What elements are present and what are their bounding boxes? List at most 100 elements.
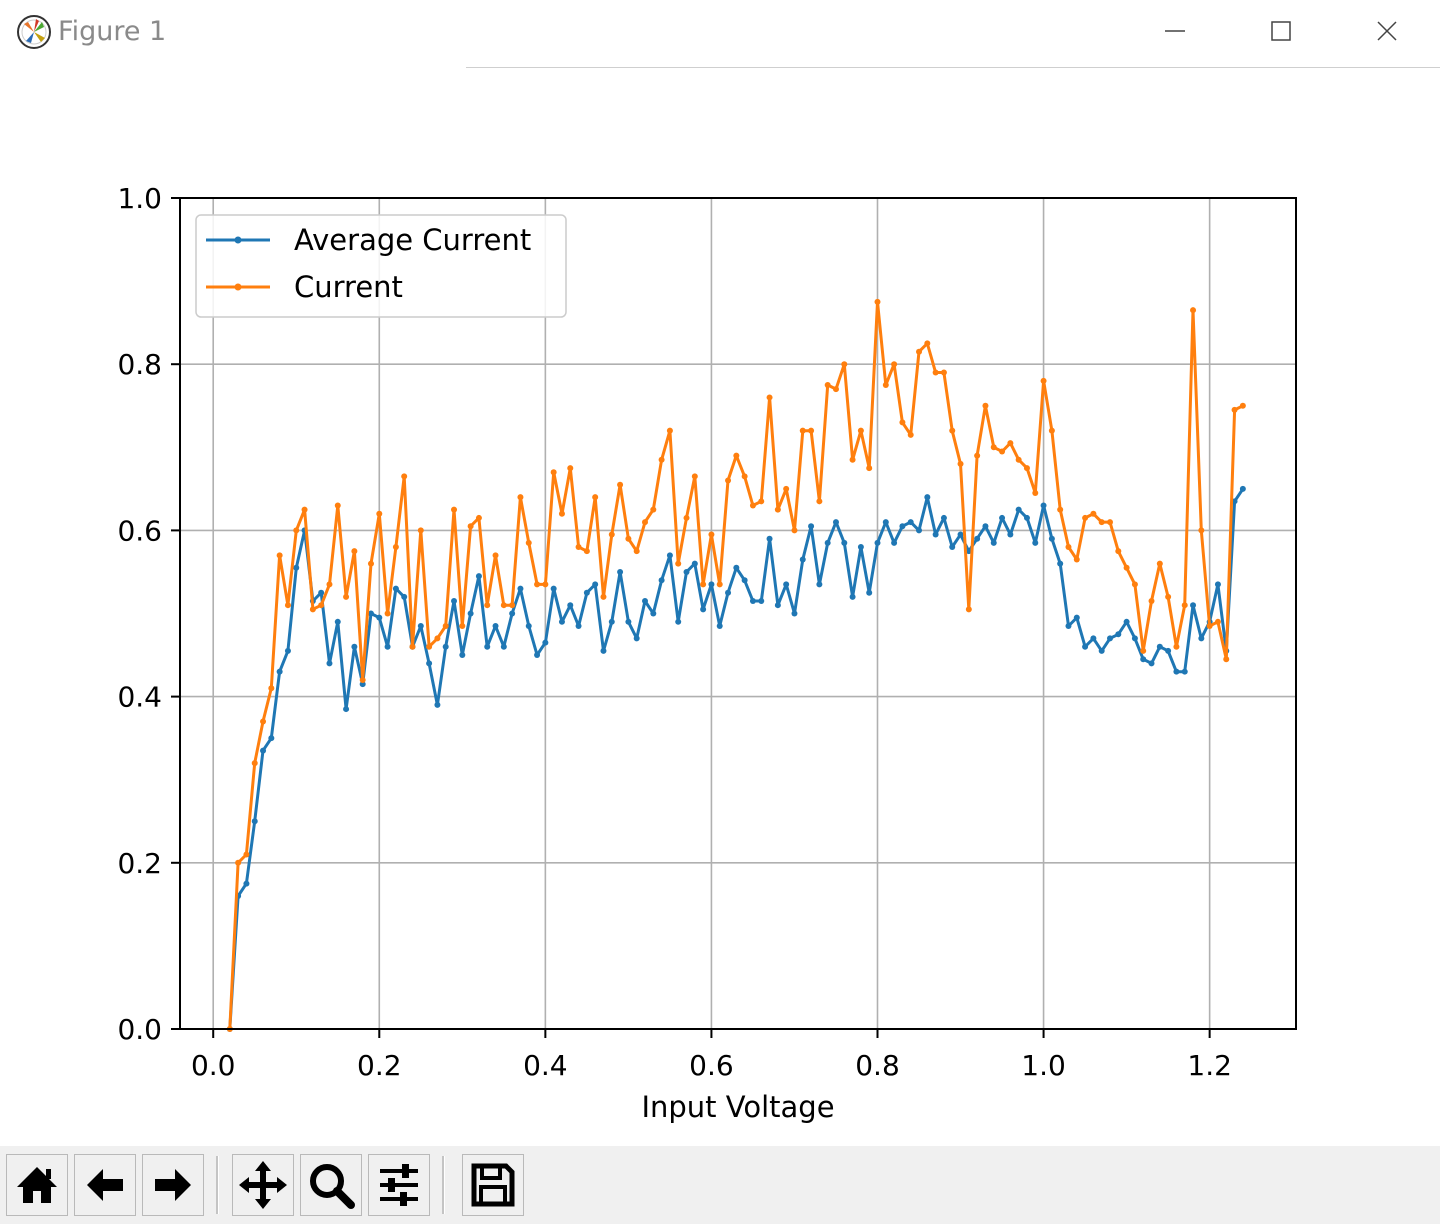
data-point — [1173, 668, 1180, 675]
data-point — [857, 544, 864, 551]
data-point — [1065, 544, 1072, 551]
data-point — [799, 427, 806, 434]
data-point — [276, 552, 283, 559]
data-point — [409, 643, 416, 650]
back-button[interactable] — [74, 1154, 136, 1216]
data-point — [949, 544, 956, 551]
data-point — [824, 539, 831, 546]
data-point — [268, 735, 275, 742]
data-point — [882, 381, 889, 388]
data-point — [243, 880, 250, 887]
data-point — [783, 581, 790, 588]
data-point — [351, 548, 358, 555]
x-tick-label: 0.0 — [191, 1049, 236, 1082]
data-point — [260, 747, 267, 754]
data-point — [1198, 527, 1205, 534]
data-point — [575, 544, 582, 551]
data-point — [500, 602, 507, 609]
x-tick-label: 0.4 — [523, 1049, 568, 1082]
save-button[interactable] — [462, 1154, 524, 1216]
data-point — [451, 506, 458, 513]
data-point — [1181, 668, 1188, 675]
data-point — [1231, 406, 1238, 413]
data-point — [442, 622, 449, 629]
minimize-button[interactable] — [1122, 0, 1228, 62]
y-tick-label: 0.0 — [117, 1013, 162, 1046]
data-point — [625, 535, 632, 542]
legend-marker-0 — [234, 236, 242, 244]
data-point — [625, 618, 632, 625]
data-point — [1098, 647, 1105, 654]
data-point — [716, 581, 723, 588]
data-point — [749, 598, 756, 605]
data-point — [401, 473, 408, 480]
title-divider — [466, 67, 1440, 68]
data-point — [359, 676, 366, 683]
home-button[interactable] — [6, 1154, 68, 1216]
configure-subplots-button[interactable] — [368, 1154, 430, 1216]
figure-canvas[interactable]: 0.0 0.2 0.4 0.6 0.8 1.0 1.2 0.0 0.2 0.4 0.6 0.8 1.0 I… — [0, 68, 1440, 1146]
data-point — [1107, 635, 1113, 642]
data-point — [1032, 490, 1039, 497]
data-point — [907, 519, 914, 526]
forward-button[interactable] — [142, 1154, 204, 1216]
data-point — [1015, 506, 1022, 513]
data-point — [467, 610, 474, 617]
data-point — [1057, 560, 1064, 567]
data-point — [575, 622, 582, 629]
maximize-button[interactable] — [1228, 0, 1334, 62]
data-point — [1082, 514, 1089, 521]
zoom-button[interactable] — [300, 1154, 362, 1216]
data-point — [824, 381, 831, 388]
data-point — [783, 485, 790, 492]
data-point — [725, 589, 732, 596]
data-point — [982, 402, 989, 409]
data-point — [617, 568, 624, 575]
data-point — [1131, 635, 1138, 642]
data-point — [268, 685, 275, 692]
data-point — [1190, 307, 1197, 314]
data-point — [434, 635, 441, 642]
data-point — [1032, 539, 1039, 546]
data-point — [891, 361, 898, 368]
data-point — [426, 660, 433, 667]
data-point — [691, 560, 698, 567]
data-point — [558, 618, 565, 625]
data-point — [309, 606, 316, 613]
y-tick-label: 0.8 — [117, 348, 162, 381]
data-point — [326, 660, 333, 667]
data-point — [367, 610, 374, 617]
data-point — [924, 340, 931, 347]
data-point — [899, 419, 906, 426]
data-point — [558, 510, 565, 517]
data-point — [434, 701, 441, 708]
data-point — [675, 618, 682, 625]
close-button[interactable] — [1334, 0, 1440, 62]
data-point — [1148, 598, 1155, 605]
data-point — [1123, 564, 1130, 571]
data-point — [1214, 618, 1221, 625]
y-tick-label: 1.0 — [117, 182, 162, 215]
line-chart[interactable]: 0.0 0.2 0.4 0.6 0.8 1.0 1.2 0.0 0.2 0.4 0.6 0.8 1.0 I… — [0, 68, 1440, 1146]
data-point — [1223, 656, 1230, 663]
data-point — [235, 859, 242, 866]
x-tick-label: 0.6 — [689, 1049, 734, 1082]
data-point — [1090, 510, 1097, 517]
data-point — [791, 610, 798, 617]
data-point — [949, 427, 956, 434]
y-tick-label: 0.6 — [117, 514, 162, 547]
data-point — [633, 548, 640, 555]
data-point — [816, 498, 823, 505]
data-point — [583, 589, 590, 596]
pan-button[interactable] — [232, 1154, 294, 1216]
data-point — [426, 643, 433, 650]
data-point — [808, 427, 815, 434]
data-point — [758, 598, 765, 605]
data-point — [392, 544, 399, 551]
data-point — [1190, 602, 1197, 609]
close-icon — [1377, 21, 1397, 41]
x-tick-label: 0.2 — [357, 1049, 402, 1082]
data-point — [1239, 485, 1246, 492]
data-point — [1140, 647, 1147, 654]
data-point — [749, 502, 756, 509]
